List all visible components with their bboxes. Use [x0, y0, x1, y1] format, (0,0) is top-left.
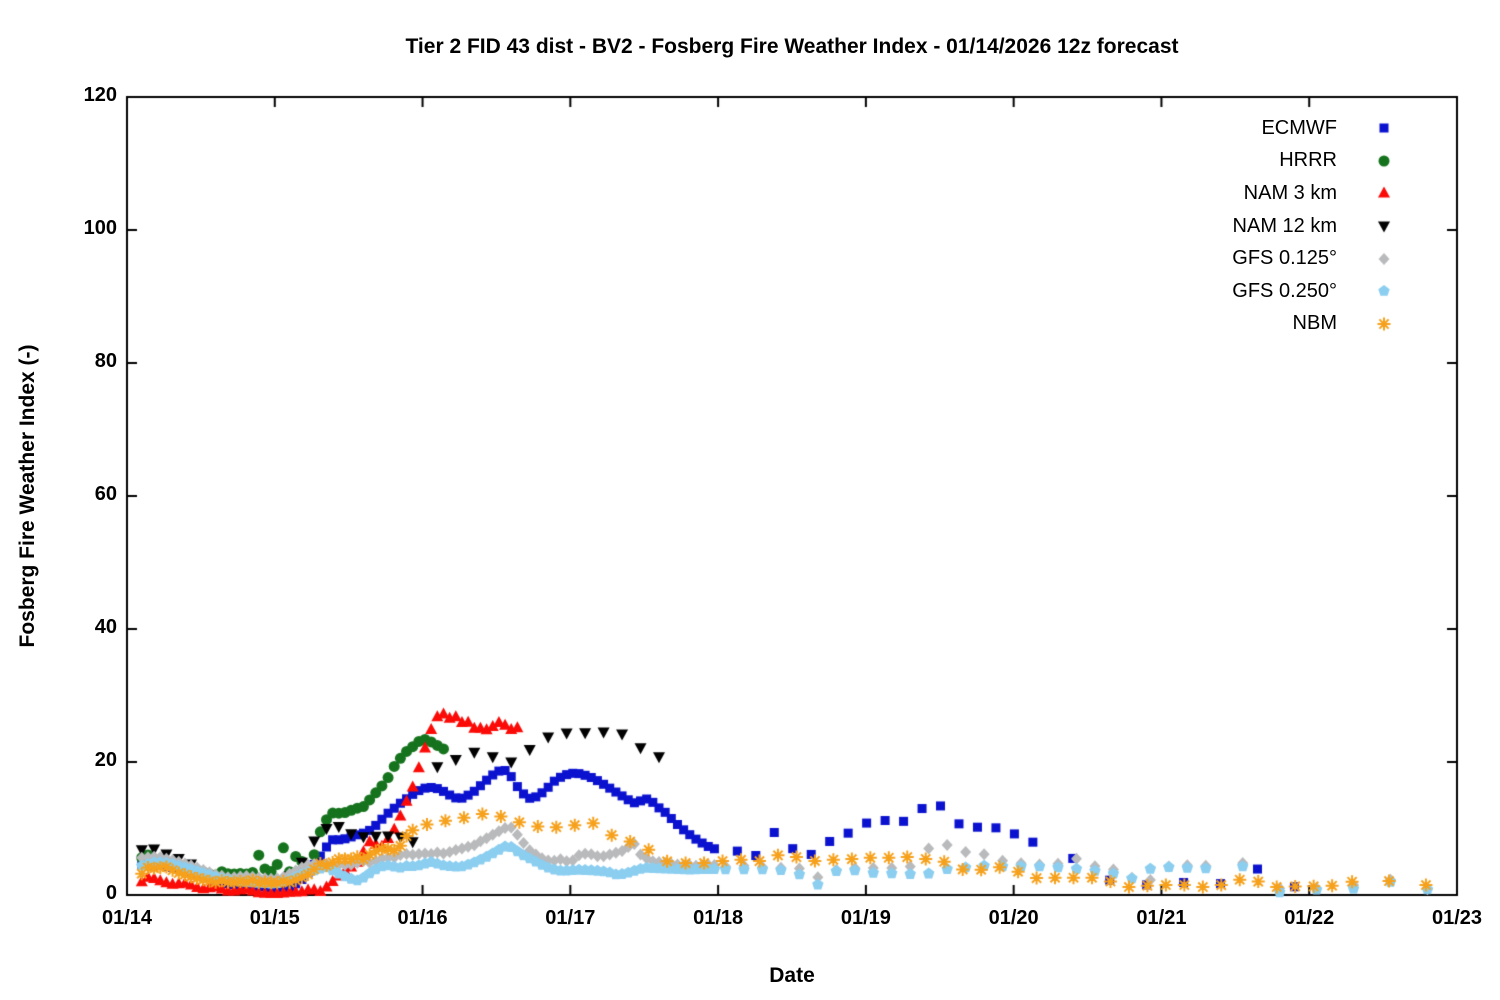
- x-tick-label: 01/22: [1284, 907, 1335, 929]
- triangle-down-legend-marker-icon: [1371, 213, 1397, 240]
- legend-label: HRRR: [1279, 149, 1337, 172]
- legend-entry-nbm: NBM: [1105, 308, 1397, 341]
- y-tick-label: 20: [94, 749, 117, 771]
- legend: ECMWF HRRR NAM 3 km NAM 12 km GFS 0.125° GFS …: [1105, 112, 1397, 340]
- x-tick-label: 01/17: [545, 907, 596, 929]
- chart-title: Tier 2 FID 43 dist - BV2 - Fosberg Fire …: [405, 35, 1179, 58]
- x-tick-label: 01/14: [101, 907, 153, 929]
- legend-label: GFS 0.250°: [1232, 279, 1337, 302]
- legend-label: NAM 12 km: [1232, 214, 1337, 237]
- legend-entry-hrrr: HRRR: [1105, 145, 1397, 178]
- pentagon-legend-marker-icon: [1371, 278, 1397, 305]
- legend-label: ECMWF: [1261, 116, 1337, 139]
- legend-entry-nam-12-km: NAM 12 km: [1105, 210, 1397, 243]
- x-tick-label: 01/16: [397, 907, 448, 929]
- legend-label: NAM 3 km: [1243, 181, 1337, 204]
- x-tick-label: 01/20: [988, 907, 1039, 929]
- legend-entry-gfs-0-250-: GFS 0.250°: [1105, 275, 1397, 308]
- diamond-legend-marker-icon: [1371, 245, 1397, 272]
- asterisk-legend-marker-icon: [1371, 310, 1397, 337]
- legend-label: GFS 0.125°: [1232, 247, 1337, 270]
- legend-label: NBM: [1292, 312, 1337, 335]
- legend-entry-ecmwf: ECMWF: [1105, 112, 1397, 145]
- y-tick-label: 0: [105, 882, 117, 904]
- x-tick-label: 01/18: [693, 907, 744, 929]
- x-tick-label: 01/21: [1136, 907, 1187, 929]
- x-tick-label: 01/15: [249, 907, 300, 929]
- legend-entry-nam-3-km: NAM 3 km: [1105, 177, 1397, 210]
- y-tick-label: 100: [83, 217, 117, 239]
- y-tick-label: 120: [83, 84, 117, 106]
- legend-entry-gfs-0-125-: GFS 0.125°: [1105, 242, 1397, 275]
- circle-legend-marker-icon: [1371, 147, 1397, 174]
- triangle-up-legend-marker-icon: [1371, 180, 1397, 207]
- square-legend-marker-icon: [1371, 115, 1397, 142]
- y-tick-label: 60: [94, 483, 117, 505]
- x-tick-label: 01/19: [840, 907, 891, 929]
- y-tick-label: 40: [94, 616, 117, 638]
- x-tick-label: 01/23: [1431, 907, 1483, 929]
- y-tick-label: 80: [94, 350, 117, 372]
- x-axis-title: Date: [769, 964, 815, 987]
